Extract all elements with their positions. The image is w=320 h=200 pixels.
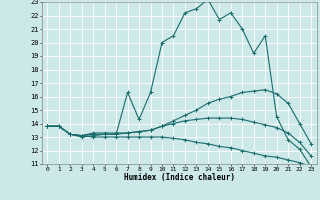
X-axis label: Humidex (Indice chaleur): Humidex (Indice chaleur) <box>124 173 235 182</box>
